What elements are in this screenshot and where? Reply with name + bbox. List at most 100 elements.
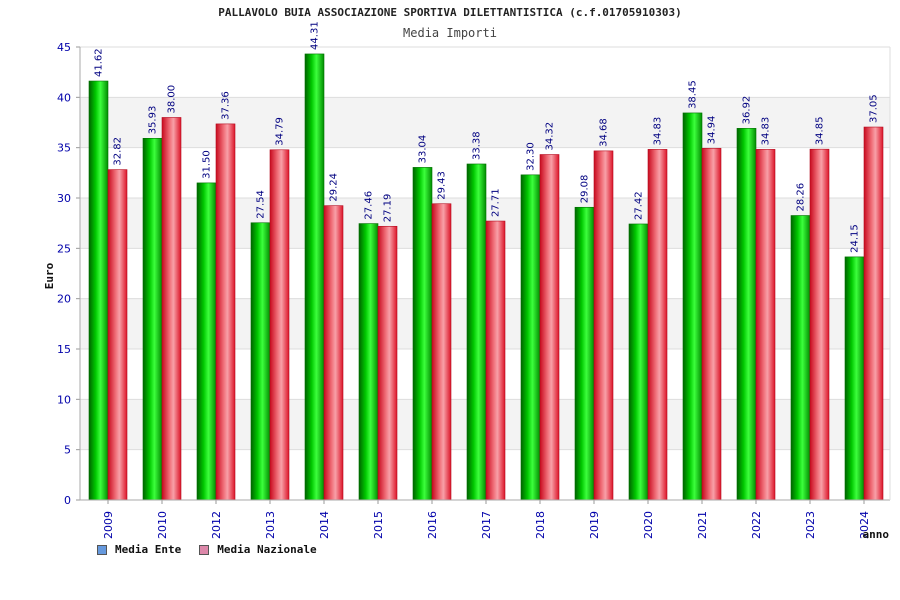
- bar-value-label: 28.26: [796, 183, 807, 212]
- bar-media-nazionale-2018: [539, 154, 560, 501]
- x-tick-label: 2012: [210, 511, 223, 539]
- bar-value-label: 32.30: [526, 142, 537, 171]
- bar-value-label: 33.38: [472, 131, 483, 160]
- x-tick-label: 2009: [102, 511, 115, 539]
- bar-value-label: 36.92: [742, 96, 753, 125]
- y-axis-label: Euro: [43, 262, 56, 289]
- bar-value-label: 44.31: [310, 21, 321, 50]
- bar-value-label: 34.83: [761, 117, 772, 146]
- grid-band: [80, 47, 890, 98]
- x-tick-label: 2022: [750, 511, 763, 539]
- bar-media-ente-2022: [736, 128, 757, 501]
- bar-value-label: 24.15: [850, 224, 861, 253]
- bar-value-label: 33.04: [418, 135, 429, 164]
- bar-media-nazionale-2010: [161, 117, 182, 501]
- y-axis-ticks: 0 5 10 15 20 25 30 35 40 45: [57, 41, 80, 507]
- bar-value-label: 27.54: [256, 190, 267, 219]
- bar-media-nazionale-2019: [593, 150, 614, 501]
- bar-media-nazionale-2017: [485, 220, 506, 501]
- y-tick-label: 35: [57, 142, 71, 155]
- bar-media-ente-2017: [466, 163, 487, 501]
- bar-value-label: 34.94: [707, 116, 718, 145]
- bar-media-nazionale-2016: [431, 203, 452, 501]
- bar-value-label: 34.85: [815, 117, 826, 146]
- bar-media-nazionale-2013: [269, 149, 290, 501]
- x-tick-label: 2013: [264, 511, 277, 539]
- bar-media-ente-2012: [196, 182, 217, 501]
- legend-swatch-media-ente: [97, 544, 107, 555]
- legend-label-media-nazionale: Media Nazionale: [217, 543, 317, 556]
- y-tick-label: 20: [57, 293, 71, 306]
- bar-media-ente-2020: [628, 223, 649, 501]
- bar-media-ente-2014: [304, 53, 325, 501]
- bar-value-label: 35.93: [148, 106, 159, 135]
- bar-value-label: 38.00: [167, 85, 178, 114]
- bar-value-label: 38.45: [688, 80, 699, 109]
- legend-label-media-ente: Media Ente: [115, 543, 182, 556]
- y-tick-label: 40: [57, 91, 71, 104]
- bar-media-nazionale-2015: [377, 225, 398, 501]
- y-tick-label: 45: [57, 41, 71, 54]
- bar-media-ente-2015: [358, 223, 379, 501]
- x-tick-label: 2024: [858, 511, 871, 539]
- axes: [79, 47, 891, 501]
- y-tick-label: 15: [57, 343, 71, 356]
- bar-value-label: 34.83: [653, 117, 664, 146]
- bar-value-label: 37.36: [221, 91, 232, 120]
- x-tick-label: 2014: [318, 511, 331, 539]
- bar-value-label: 29.43: [437, 171, 448, 200]
- x-tick-label: 2016: [426, 511, 439, 539]
- bar-value-label: 27.19: [383, 194, 394, 223]
- bar-value-label: 32.82: [113, 137, 124, 166]
- bars: [88, 53, 884, 501]
- bar-value-label: 41.62: [94, 48, 105, 77]
- bar-media-nazionale-2009: [107, 169, 128, 501]
- bar-value-label: 27.42: [634, 191, 645, 220]
- x-tick-label: 2017: [480, 511, 493, 539]
- x-tick-label: 2015: [372, 511, 385, 539]
- y-tick-label: 10: [57, 393, 71, 406]
- bar-media-nazionale-2012: [215, 123, 236, 501]
- bar-value-label: 27.71: [491, 188, 502, 217]
- bar-media-ente-2010: [142, 138, 163, 501]
- bar-media-ente-2023: [790, 215, 811, 501]
- legend-swatch-media-nazionale: [199, 544, 210, 555]
- x-tick-label: 2020: [642, 511, 655, 539]
- x-tick-label: 2010: [156, 511, 169, 539]
- bar-value-label: 34.68: [599, 118, 610, 147]
- bar-media-nazionale-2014: [323, 205, 344, 501]
- bar-value-label: 34.79: [275, 117, 286, 146]
- bar-media-ente-2021: [682, 112, 703, 501]
- bar-media-nazionale-2023: [809, 148, 830, 501]
- bar-value-label: 34.32: [545, 122, 556, 151]
- x-axis-ticks: 2009 2010 2012 2013 2014 2015 2016 2017 2018 2019…: [102, 500, 871, 539]
- y-tick-label: 5: [64, 444, 71, 457]
- x-tick-label: 2023: [804, 511, 817, 539]
- bar-media-nazionale-2024: [863, 126, 884, 501]
- chart-subtitle: Media Importi: [403, 26, 497, 40]
- y-tick-label: 25: [57, 242, 71, 255]
- y-tick-label: 0: [64, 494, 71, 507]
- bar-value-label: 27.46: [364, 191, 375, 220]
- bar-labels: 41.62 32.82 35.93 38.00 31.50 37.36 27.54 34.79…: [94, 21, 880, 253]
- bar-media-ente-2018: [520, 174, 541, 501]
- legend: Media Ente Media Nazionale: [97, 543, 335, 556]
- y-tick-label: 30: [57, 192, 71, 205]
- bar-media-nazionale-2020: [647, 149, 668, 501]
- x-tick-label: 2019: [588, 511, 601, 539]
- legend-item-media-ente: Media Ente: [97, 543, 181, 556]
- bar-media-ente-2019: [574, 206, 595, 501]
- x-tick-label: 2018: [534, 511, 547, 539]
- bar-media-ente-2013: [250, 222, 271, 501]
- bar-media-nazionale-2021: [701, 147, 722, 501]
- chart-title: PALLAVOLO BUIA ASSOCIAZIONE SPORTIVA DIL…: [218, 6, 682, 19]
- bar-media-nazionale-2022: [755, 149, 776, 501]
- bar-value-label: 29.08: [580, 175, 591, 204]
- x-tick-label: 2021: [696, 511, 709, 539]
- bar-media-ente-2024: [844, 256, 865, 501]
- x-axis-label: anno: [863, 528, 890, 541]
- bar-media-ente-2009: [88, 80, 109, 501]
- bar-value-label: 31.50: [202, 150, 213, 179]
- bar-value-label: 37.05: [869, 94, 880, 123]
